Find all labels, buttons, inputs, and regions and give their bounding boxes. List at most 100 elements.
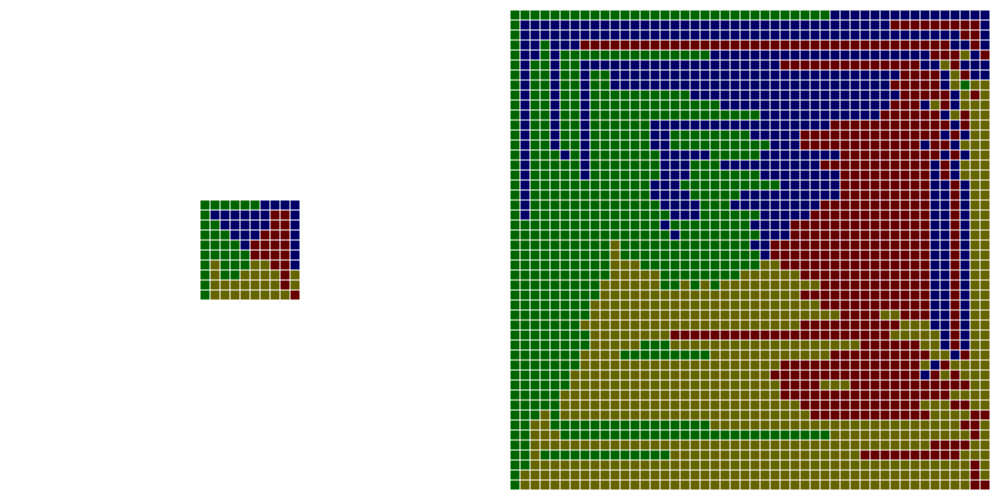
cell (640, 340, 650, 350)
cell (510, 130, 520, 140)
cell (650, 290, 660, 300)
cell (200, 260, 210, 270)
cell (620, 90, 630, 100)
cell (730, 120, 740, 130)
cell (780, 180, 790, 190)
cell (910, 250, 920, 260)
cell (730, 280, 740, 290)
cell (740, 80, 750, 90)
cell (770, 40, 780, 50)
cell (830, 260, 840, 270)
cell (240, 270, 250, 280)
cell (530, 480, 540, 490)
cell (810, 200, 820, 210)
cell (570, 470, 580, 480)
cell (800, 450, 810, 460)
cell (850, 180, 860, 190)
cell (930, 180, 940, 190)
cell (900, 350, 910, 360)
cell (680, 450, 690, 460)
cell (560, 440, 570, 450)
cell (200, 220, 210, 230)
cell (600, 250, 610, 260)
cell (550, 50, 560, 60)
cell (970, 80, 980, 90)
cell (650, 470, 660, 480)
cell (220, 240, 230, 250)
cell (810, 310, 820, 320)
cell (520, 110, 530, 120)
cell (850, 420, 860, 430)
cell (760, 440, 770, 450)
cell (970, 270, 980, 280)
cell (230, 280, 240, 290)
cell (250, 270, 260, 280)
cell (710, 290, 720, 300)
cell (910, 470, 920, 480)
cell (960, 160, 970, 170)
cell (820, 190, 830, 200)
cell (820, 450, 830, 460)
cell (860, 320, 870, 330)
cell (850, 450, 860, 460)
cell (620, 260, 630, 270)
cell (840, 130, 850, 140)
cell (850, 140, 860, 150)
cell (600, 440, 610, 450)
cell (680, 360, 690, 370)
cell (780, 420, 790, 430)
cell (680, 200, 690, 210)
cell (630, 100, 640, 110)
cell (890, 200, 900, 210)
cell (560, 410, 570, 420)
cell (610, 480, 620, 490)
cell (880, 470, 890, 480)
cell (960, 410, 970, 420)
cell (880, 330, 890, 340)
cell (920, 50, 930, 60)
cell (720, 270, 730, 280)
cell (260, 200, 270, 210)
cell (870, 90, 880, 100)
cell (890, 280, 900, 290)
cell (940, 450, 950, 460)
cell (540, 50, 550, 60)
cell (820, 240, 830, 250)
cell (720, 60, 730, 70)
cell (750, 260, 760, 270)
cell (230, 210, 240, 220)
cell (820, 460, 830, 470)
cell (700, 250, 710, 260)
cell (710, 20, 720, 30)
cell (820, 320, 830, 330)
cell (550, 340, 560, 350)
cell (960, 110, 970, 120)
cell (870, 370, 880, 380)
cell (750, 10, 760, 20)
cell (840, 180, 850, 190)
cell (960, 50, 970, 60)
cell (600, 350, 610, 360)
cell (910, 300, 920, 310)
cell (700, 350, 710, 360)
cell (810, 100, 820, 110)
cell (600, 180, 610, 190)
cell (940, 240, 950, 250)
cell (880, 430, 890, 440)
cell (930, 470, 940, 480)
cell (800, 140, 810, 150)
cell (720, 450, 730, 460)
cell (700, 40, 710, 50)
cell (870, 80, 880, 90)
cell (750, 100, 760, 110)
cell (860, 310, 870, 320)
cell (700, 170, 710, 180)
cell (980, 150, 990, 160)
cell (960, 470, 970, 480)
cell (940, 330, 950, 340)
cell (780, 260, 790, 270)
cell (620, 190, 630, 200)
cell (780, 20, 790, 30)
cell (970, 260, 980, 270)
cell (610, 460, 620, 470)
